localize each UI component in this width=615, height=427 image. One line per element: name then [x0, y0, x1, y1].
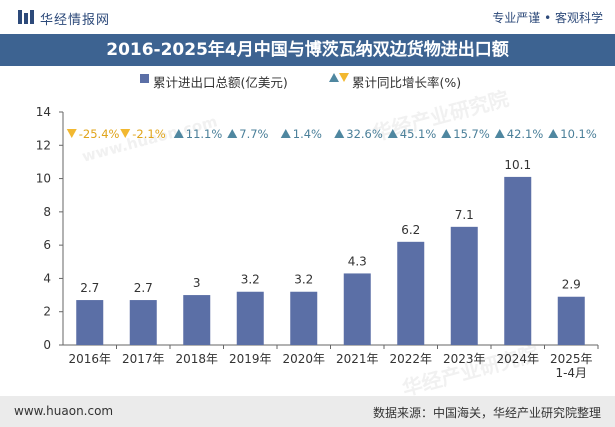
bar-value-label: 3.2	[241, 273, 260, 287]
growth-rate-label: 15.7%	[453, 127, 490, 141]
growth-rate-label: 10.1%	[560, 127, 597, 141]
growth-up-triangle-icon	[387, 129, 398, 138]
y-tick-label: 14	[36, 105, 51, 119]
bar-value-label: 2.7	[134, 281, 153, 295]
slogan: 专业严谨 • 客观科学	[492, 11, 603, 25]
y-tick-label: 12	[36, 138, 51, 152]
chart-title: 2016-2025年4月中国与博茨瓦纳双边货物进出口额	[106, 40, 509, 60]
x-tick-label: 2021年	[336, 352, 379, 366]
growth-up-triangle-icon	[494, 129, 505, 138]
y-tick-label: 8	[43, 205, 51, 219]
bar	[290, 291, 318, 345]
bar	[450, 226, 478, 345]
x-tick-label: 2019年	[229, 352, 272, 366]
bar-value-label: 2.7	[80, 281, 99, 295]
legend-bar-label: 累计进出口总额(亿美元)	[153, 75, 288, 90]
brand-logo-icon	[18, 10, 34, 24]
growth-rate-label: 32.6%	[346, 127, 383, 141]
bar	[557, 296, 585, 345]
y-tick-label: 6	[43, 238, 51, 252]
growth-down-triangle-icon	[120, 129, 131, 138]
x-tick-label: 2024年	[496, 352, 539, 366]
title-bar: 2016-2025年4月中国与博茨瓦纳双边货物进出口额	[0, 34, 615, 66]
chart-legend: 累计进出口总额(亿美元) 累计同比增长率(%)	[0, 70, 615, 90]
bar-value-label: 3.2	[294, 273, 313, 287]
website-link[interactable]: www.huaon.com	[14, 404, 114, 418]
x-tick-label: 2023年	[443, 352, 486, 366]
bar	[76, 300, 104, 345]
chart-area: 024681012142.72016年-25.4%2.72017年-2.1%32…	[36, 105, 599, 380]
legend-up-triangle-icon	[329, 73, 339, 82]
growth-rate-label: 1.4%	[293, 127, 322, 141]
growth-up-triangle-icon	[334, 129, 345, 138]
data-source: 数据来源：中国海关，华经产业研究院整理	[372, 406, 601, 420]
growth-up-triangle-icon	[173, 129, 184, 138]
growth-up-triangle-icon	[441, 129, 452, 138]
growth-up-triangle-icon	[280, 129, 291, 138]
bar-value-label: 2.9	[562, 278, 581, 292]
x-tick-label: 2018年	[175, 352, 218, 366]
x-tick-label: 2016年	[68, 352, 111, 366]
bar-value-label: 10.1	[504, 158, 531, 172]
legend-bar-swatch	[140, 74, 149, 83]
x-tick-label: 2022年	[389, 352, 432, 366]
y-tick-label: 10	[36, 172, 51, 186]
legend-down-triangle-icon	[339, 73, 349, 82]
growth-rate-label: -25.4%	[79, 127, 120, 141]
bar	[397, 241, 425, 345]
growth-rate-label: 42.1%	[507, 127, 544, 141]
bar	[504, 176, 532, 345]
y-tick-label: 0	[43, 338, 51, 352]
bar	[129, 300, 157, 345]
x-tick-label: 2020年	[282, 352, 325, 366]
growth-down-triangle-icon	[66, 129, 77, 138]
bar	[236, 291, 264, 345]
growth-rate-label: 11.1%	[186, 127, 223, 141]
bar	[183, 295, 211, 345]
bar-value-label: 7.1	[455, 208, 474, 222]
bar-value-label: 3	[193, 276, 201, 290]
y-tick-label: 2	[43, 305, 51, 319]
footer-bar: www.huaon.com 数据来源：中国海关，华经产业研究院整理	[0, 396, 615, 427]
bar	[343, 273, 371, 345]
brand-name: 华经情报网	[40, 13, 111, 28]
growth-up-triangle-icon	[227, 129, 238, 138]
top-bar: 华经情报网 专业严谨 • 客观科学	[0, 0, 615, 34]
bar-value-label: 4.3	[348, 254, 367, 268]
growth-rate-label: 7.7%	[239, 127, 268, 141]
growth-rate-label: 45.1%	[400, 127, 437, 141]
y-tick-label: 4	[43, 271, 51, 285]
bar-value-label: 6.2	[401, 223, 420, 237]
growth-up-triangle-icon	[548, 129, 559, 138]
x-tick-label: 1-4月	[555, 366, 587, 380]
legend-line-label: 累计同比增长率(%)	[352, 75, 462, 90]
x-tick-label: 2025年	[550, 352, 593, 366]
x-tick-label: 2017年	[122, 352, 165, 366]
growth-rate-label: -2.1%	[132, 127, 165, 141]
